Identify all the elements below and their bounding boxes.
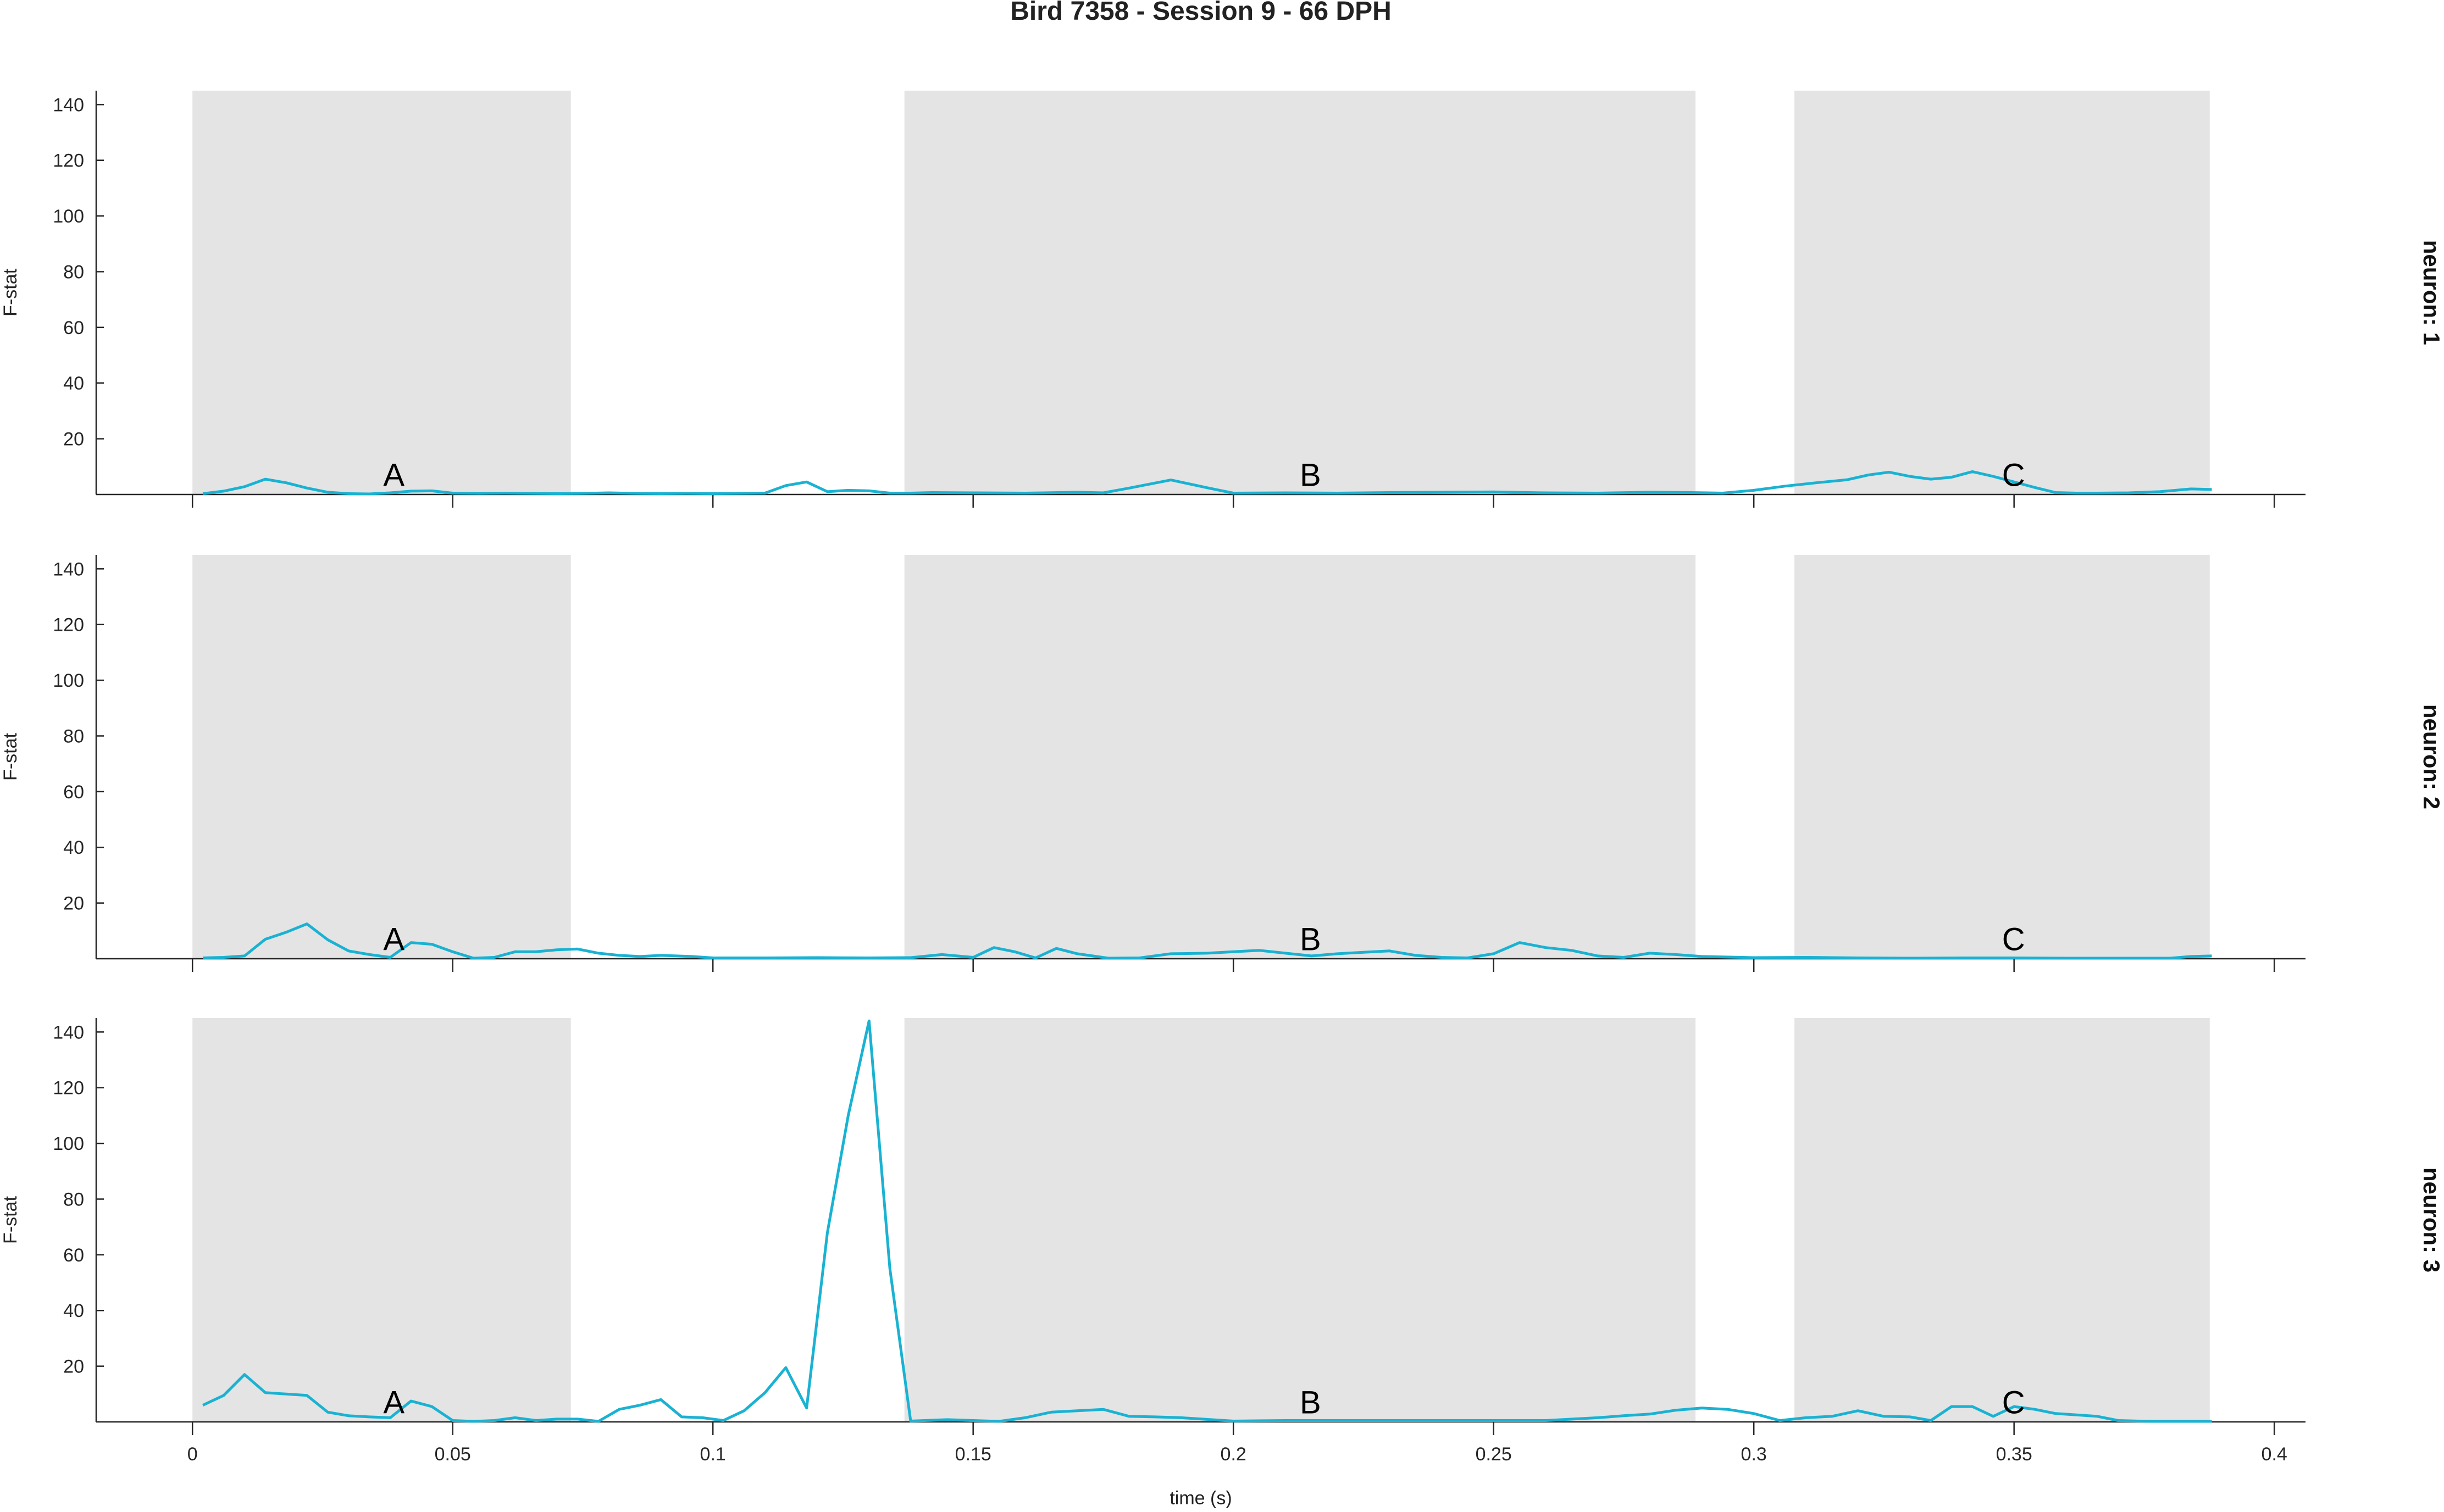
x-tick-label: 0.05: [435, 1444, 471, 1465]
segment-shade-a: [192, 1018, 571, 1422]
x-tick-label: 0.3: [1741, 1444, 1767, 1465]
y-tick-label: 40: [63, 837, 84, 858]
x-tick-label: 0.25: [1476, 1444, 1512, 1465]
y-tick-label: 120: [53, 615, 84, 636]
panel-side-label: neuron: 2: [2419, 704, 2444, 809]
segment-shade-c: [1794, 91, 2210, 494]
y-tick-label: 60: [63, 1245, 84, 1266]
series-line-neuron-1: [202, 470, 2212, 496]
y-tick-label: 80: [63, 262, 84, 282]
y-tick-label: 40: [63, 373, 84, 394]
x-tick-label: 0.35: [1996, 1444, 2032, 1465]
series-line-neuron-2: [203, 922, 2212, 960]
y-tick-label: 140: [53, 1022, 84, 1043]
y-tick-label: 140: [53, 94, 84, 115]
x-tick-label: 0.4: [2262, 1444, 2287, 1465]
y-tick-label: 20: [63, 429, 84, 450]
x-tick-label: 0.1: [700, 1444, 726, 1465]
y-axis-label: F-stat: [0, 733, 21, 781]
panel-side-label: neuron: 1: [2419, 240, 2444, 345]
segment-shade-b: [904, 91, 1696, 494]
y-tick-label: 100: [53, 206, 84, 227]
y-tick-label: 100: [53, 1133, 84, 1154]
series-line-neuron-3: [202, 1019, 2212, 1423]
y-tick-label: 20: [63, 893, 84, 914]
x-tick-label: 0.15: [955, 1444, 991, 1465]
y-tick-label: 120: [53, 1078, 84, 1099]
segment-label-a: A: [383, 922, 404, 958]
x-axis-label: time (s): [1170, 1488, 1232, 1509]
y-tick-label: 100: [53, 670, 84, 691]
y-tick-label: 60: [63, 318, 84, 338]
segment-shade-c: [1794, 555, 2210, 959]
y-tick-label: 20: [63, 1357, 84, 1377]
segment-label-c: C: [2002, 458, 2025, 493]
x-tick-label: 0: [187, 1444, 198, 1465]
segment-label-b: B: [1300, 458, 1321, 493]
segment-shade-b: [904, 1018, 1696, 1422]
chart-title: Bird 7358 - Session 9 - 66 DPH: [1010, 0, 1392, 26]
segment-label-a: A: [383, 458, 404, 493]
y-tick-label: 60: [63, 782, 84, 803]
panel-side-label: neuron: 3: [2419, 1168, 2444, 1272]
y-tick-label: 140: [53, 559, 84, 580]
y-axis-label: F-stat: [0, 1196, 21, 1244]
y-tick-label: 40: [63, 1300, 84, 1321]
segment-shade-a: [192, 91, 571, 494]
y-tick-label: 80: [63, 726, 84, 747]
segment-shade-c: [1794, 1018, 2210, 1422]
segment-label-b: B: [1300, 922, 1321, 958]
segment-label-b: B: [1300, 1385, 1321, 1421]
segment-label-c: C: [2002, 922, 2025, 958]
segment-label-c: C: [2002, 1385, 2025, 1421]
y-tick-label: 80: [63, 1189, 84, 1210]
x-tick-label: 0.2: [1221, 1444, 1246, 1465]
y-tick-label: 120: [53, 151, 84, 171]
segment-shade-a: [192, 555, 571, 959]
segment-label-a: A: [383, 1385, 404, 1421]
y-axis-label: F-stat: [0, 269, 21, 316]
segment-shade-b: [904, 555, 1696, 959]
